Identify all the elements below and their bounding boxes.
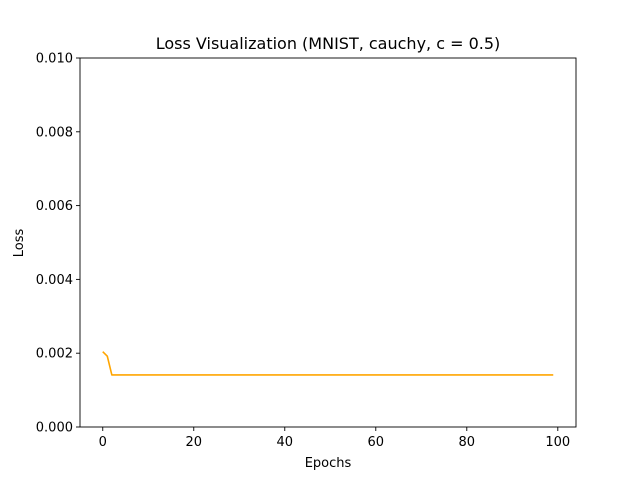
x-tick-label: 20	[185, 435, 202, 450]
axes-frame	[79, 57, 577, 428]
series-line-0	[102, 351, 554, 376]
y-tick-label: 0.004	[36, 273, 73, 288]
x-tick-label: 0	[99, 435, 107, 450]
chart-title: Loss Visualization (MNIST, cauchy, c = 0…	[156, 34, 501, 53]
plot-area	[79, 57, 577, 428]
x-tick-label: 60	[368, 435, 385, 450]
x-tick-label: 100	[545, 435, 570, 450]
y-tick-label: 0.006	[36, 199, 73, 214]
x-axis-ticks: 0 20 40 60 80 100	[99, 427, 570, 450]
x-tick-label: 40	[276, 435, 293, 450]
y-axis-label: Loss	[12, 229, 27, 258]
x-axis-label: Epochs	[305, 456, 352, 471]
y-tick-label: 0.008	[36, 125, 73, 140]
x-tick-label: 80	[459, 435, 476, 450]
y-tick-label: 0.000	[36, 421, 73, 436]
y-axis-ticks: 0.000 0.002 0.004 0.006 0.008 0.010	[36, 52, 80, 436]
y-tick-label: 0.010	[36, 52, 73, 67]
y-tick-label: 0.002	[36, 347, 73, 362]
